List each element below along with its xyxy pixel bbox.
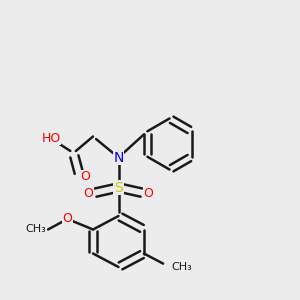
Text: CH₃: CH₃	[171, 262, 192, 272]
Text: HO: HO	[41, 131, 61, 145]
Text: S: S	[114, 181, 123, 194]
Text: O: O	[81, 170, 90, 184]
Text: N: N	[113, 151, 124, 164]
Text: O: O	[84, 187, 93, 200]
Text: O: O	[144, 187, 153, 200]
Text: O: O	[63, 212, 72, 225]
Text: CH₃: CH₃	[26, 224, 46, 235]
